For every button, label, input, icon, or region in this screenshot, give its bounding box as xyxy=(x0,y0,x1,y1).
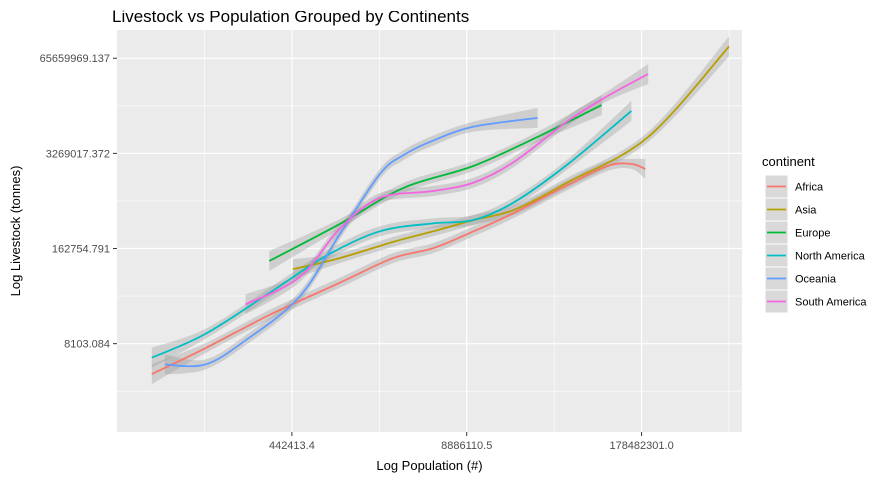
plot-panel xyxy=(117,30,742,432)
y-tick-label: 8103.084 xyxy=(64,339,110,351)
confidence-band xyxy=(151,100,632,368)
x-axis-ticks: 442413.4 8886110.5 178482301.0 xyxy=(269,432,674,452)
legend-label-asia: Asia xyxy=(795,205,817,217)
y-tick-label: 65659969.137 xyxy=(40,53,110,65)
chart-title: Livestock vs Population Grouped by Conti… xyxy=(112,7,469,26)
legend-label-north-america: North America xyxy=(795,251,866,263)
x-tick-label: 8886110.5 xyxy=(441,440,492,452)
legend-label-south-america: South America xyxy=(795,297,867,309)
confidence-band xyxy=(292,36,729,280)
x-axis-title: Log Population (#) xyxy=(376,458,482,473)
x-tick-label: 442413.4 xyxy=(269,440,315,452)
series-line-south-america xyxy=(245,73,649,306)
y-axis-title: Log Livestock (tonnes) xyxy=(8,166,23,297)
legend: continent Africa Asia Europe North America O… xyxy=(762,154,867,314)
legend-items: Africa Asia Europe North America Oceania Sout… xyxy=(764,174,867,314)
y-tick-label: 162754.791 xyxy=(52,244,110,256)
series-line-north-america xyxy=(151,110,632,359)
series-line-europe xyxy=(268,104,603,262)
legend-label-africa: Africa xyxy=(795,182,824,194)
y-tick-label: 3269017.372 xyxy=(46,148,110,160)
x-tick-label: 178482301.0 xyxy=(609,440,673,452)
series-line-africa xyxy=(151,162,646,375)
y-axis-ticks: 8103.084 162754.791 3269017.372 65659969.13… xyxy=(40,53,117,351)
series-line-oceania xyxy=(164,117,538,368)
legend-label-europe: Europe xyxy=(795,228,830,240)
series-lines xyxy=(151,45,730,375)
legend-title: continent xyxy=(762,154,815,169)
legend-label-oceania: Oceania xyxy=(795,274,837,286)
